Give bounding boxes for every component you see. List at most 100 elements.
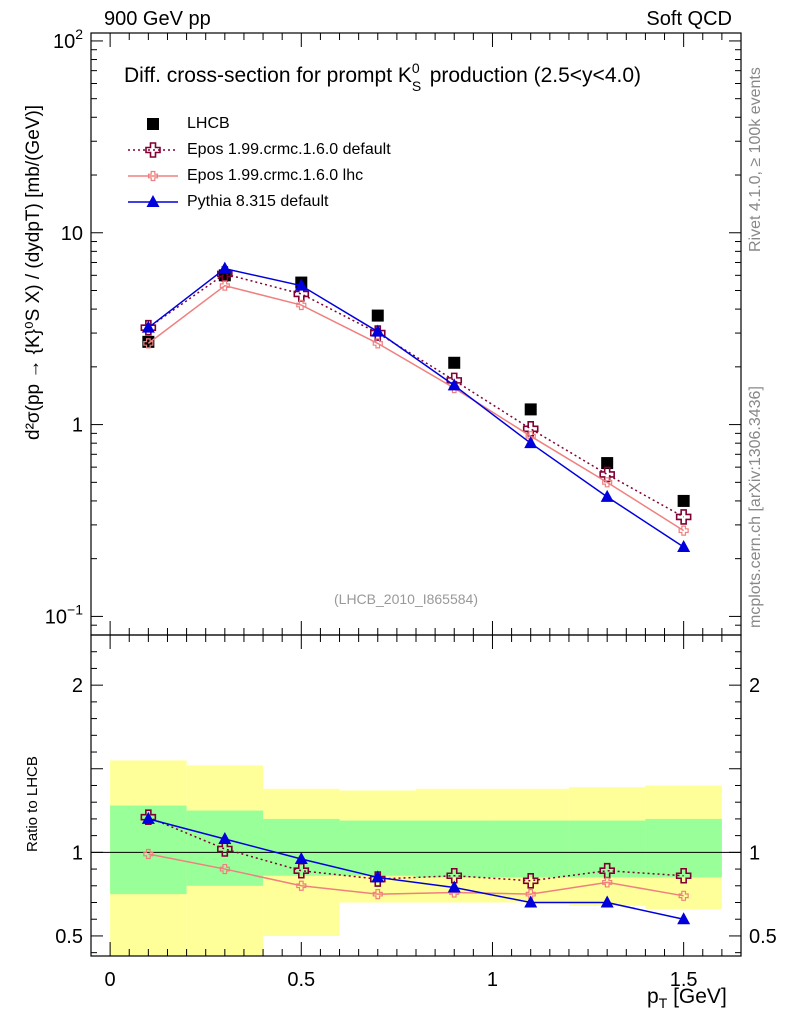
plot-title-after: production (2.5<y<4.0) — [423, 64, 642, 87]
main-epos-1-99-crmc-1-6-0-default-point-2 — [293, 286, 310, 302]
main-lhcb-point-6 — [601, 457, 614, 470]
main-pythia-8-315-default-point-7 — [677, 540, 691, 553]
ratio-epos-1-99-crmc-1-6-0-default-point-1 — [217, 841, 233, 857]
main-epos-1-99-crmc-1-6-0-default-point-5 — [522, 421, 539, 437]
band-inner-2 — [263, 818, 340, 876]
ratio-pythia-8-315-default-point-1 — [218, 831, 232, 844]
band-inner-5 — [492, 820, 569, 878]
x-axis-label: pT [GeV] — [647, 985, 727, 1011]
main-lhcb-point-5 — [524, 403, 537, 416]
side-rivet-version: Rivet 4.1.0, ≥ 100k events — [747, 67, 764, 252]
main-pythia-8-315-default-point-3 — [371, 324, 385, 337]
ratio-ytick-label-left-0: 0.5 — [55, 926, 83, 948]
main-pythia-8-315-default-point-4 — [447, 378, 461, 391]
main-epos-1-99-crmc-1-6-0-lhc-point-6 — [602, 477, 613, 488]
ratio-epos-1-99-crmc-1-6-0-default-point-7 — [675, 867, 692, 884]
ratio-pythia-8-315-default-line — [148, 818, 684, 920]
main-lhcb-point-3 — [371, 309, 384, 322]
main-epos-1-99-crmc-1-6-0-lhc-point-7 — [678, 525, 689, 536]
ratio-epos-1-99-crmc-1-6-0-lhc-point-3 — [372, 889, 383, 900]
ratio-epos-1-99-crmc-1-6-0-lhc-point-2 — [296, 880, 307, 891]
ratio-epos-1-99-crmc-1-6-0-lhc-point-5 — [525, 889, 536, 900]
main-pythia-8-315-default-point-2 — [294, 278, 308, 291]
main-pythia-8-315-default-point-1 — [218, 261, 232, 274]
legend-label-pythia: Pythia 8.315 default — [187, 193, 329, 210]
main-epos-1-99-crmc-1-6-0-lhc-point-2 — [296, 299, 307, 311]
ratio-epos-1-99-crmc-1-6-0-lhc-point-6 — [602, 877, 613, 888]
main-ytick-label-1: 1 — [72, 415, 83, 437]
ratio-epos-1-99-crmc-1-6-0-default-point-4 — [446, 867, 463, 884]
legend-label-lhcb: LHCB — [187, 115, 230, 132]
main-epos-1-99-crmc-1-6-0-default-point-6 — [599, 466, 615, 483]
ratio-epos-1-99-crmc-1-6-0-lhc-line — [148, 853, 684, 897]
main-ytick-label-0: 10−1 — [45, 601, 83, 628]
ratio-ytick-label-right-2: 2 — [749, 675, 760, 697]
header-category-label: Soft QCD — [646, 8, 732, 30]
ratio-epos-1-99-crmc-1-6-0-default-point-5 — [522, 872, 539, 889]
ratio-pythia-8-315-default-point-6 — [600, 895, 614, 908]
ratio-epos-1-99-crmc-1-6-0-lhc-point-7 — [678, 890, 689, 901]
ratio-pythia-8-315-default-point-2 — [294, 852, 308, 865]
ratio-pythia-8-315-default-point-3 — [371, 870, 385, 883]
x-axis-label-sub: T — [658, 995, 668, 1011]
main-epos-1-99-crmc-1-6-0-lhc-point-1 — [219, 280, 230, 291]
band-inner-7 — [645, 818, 722, 878]
main-epos-1-99-crmc-1-6-0-lhc-point-0 — [143, 338, 154, 349]
header-process-label: 900 GeV pp — [104, 8, 211, 30]
band-inner-4 — [416, 820, 493, 878]
legend-marker-2 — [147, 170, 159, 182]
plot-title-sub: S — [411, 78, 422, 94]
ratio-epos-1-99-crmc-1-6-0-default-point-0 — [140, 809, 157, 826]
ratio-epos-1-99-crmc-1-6-0-default-point-2 — [293, 862, 310, 879]
main-plot-series — [140, 261, 692, 553]
main-lhcb-point-4 — [448, 356, 461, 369]
main-epos-1-99-crmc-1-6-0-lhc-point-3 — [372, 338, 383, 349]
analysis-id: (LHCB_2010_I865584) — [334, 591, 478, 607]
ratio-uncertainty-bands — [91, 760, 741, 956]
x-axis-label-main: p — [647, 985, 659, 1008]
ratio-plot-series — [140, 809, 692, 925]
ratio-pythia-8-315-default-point-4 — [447, 880, 461, 893]
xtick-label-1: 0.5 — [287, 969, 315, 991]
ratio-ytick-label-left-2: 2 — [72, 675, 83, 697]
legend-markers — [128, 118, 178, 207]
legend-label-epos-lhc: Epos 1.99.crmc.1.6.0 lhc — [187, 167, 364, 184]
ratio-ytick-label-right-1: 1 — [749, 842, 760, 864]
main-pythia-8-315-default-line — [147, 267, 685, 548]
ratio-epos-1-99-crmc-1-6-0-lhc-point-1 — [219, 863, 230, 875]
ratio-ytick-label-left-1: 1 — [72, 842, 83, 864]
plot-title-sup: 0 — [411, 60, 420, 76]
legend-marker-1 — [145, 142, 161, 158]
ratio-epos-1-99-crmc-1-6-0-lhc-point-0 — [143, 848, 154, 860]
ratio-epos-1-99-crmc-1-6-0-default-point-6 — [599, 862, 615, 879]
main-epos-1-99-crmc-1-6-0-default-line — [147, 273, 685, 518]
main-epos-1-99-crmc-1-6-0-lhc-line — [147, 284, 685, 532]
main-pythia-8-315-default-point-5 — [524, 436, 538, 449]
y-axis-label-top: d²σ(pp → {K}⁰S X) / (dydpT) [mb/(GeV)] — [23, 104, 44, 440]
ratio-ytick-label-right-0: 0.5 — [749, 926, 777, 948]
xtick-label-0: 0 — [105, 969, 116, 991]
plot-title: Diff. cross-section for prompt K 0 S pro… — [124, 60, 642, 94]
side-mcplots-credit: mcplots.cern.ch [arXiv:1306.3436] — [747, 386, 764, 628]
band-inner-6 — [568, 820, 646, 878]
ratio-pythia-8-315-default-point-0 — [141, 811, 155, 824]
main-epos-1-99-crmc-1-6-0-default-point-7 — [675, 509, 692, 525]
x-axis-label-unit: [GeV] — [667, 985, 727, 1008]
main-ytick-label-2: 10 — [61, 223, 83, 245]
legend-marker-3 — [146, 195, 160, 207]
ratio-pythia-8-315-default-point-7 — [677, 912, 691, 925]
ratio-epos-1-99-crmc-1-6-0-default-line — [148, 816, 684, 882]
main-pythia-8-315-default-point-0 — [141, 320, 155, 333]
legend-label-epos-default: Epos 1.99.crmc.1.6.0 default — [187, 141, 391, 158]
ratio-pythia-8-315-default-point-5 — [524, 895, 538, 908]
axes-frame: 10−1 1 10 102 0 0.5 1 1.5 0.5 0.5 1 1 2 2 — [45, 26, 777, 991]
band-inner-3 — [339, 820, 416, 876]
main-lhcb-point-7 — [677, 494, 690, 507]
legend-marker-0 — [147, 118, 159, 130]
main-pythia-8-315-default-point-6 — [600, 489, 614, 502]
plot-title-before: Diff. cross-section for prompt K — [124, 64, 412, 87]
xtick-label-3: 1.5 — [670, 969, 698, 991]
xtick-label-2: 1 — [487, 969, 498, 991]
y-axis-label-ratio: Ratio to LHCB — [24, 756, 41, 852]
